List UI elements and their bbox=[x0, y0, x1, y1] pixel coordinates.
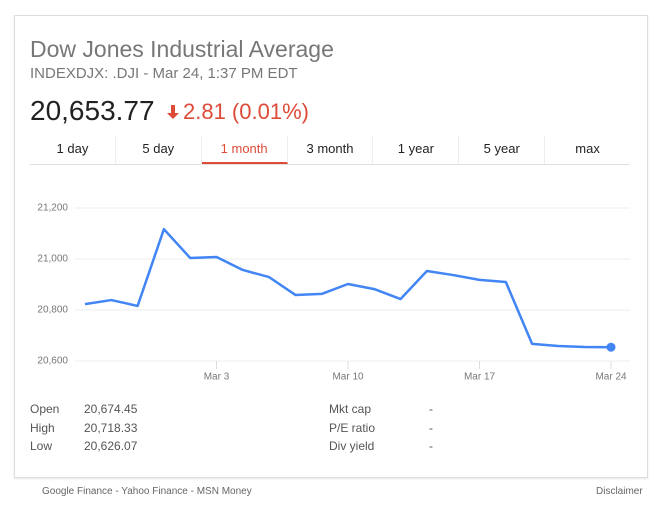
title: Dow Jones Industrial Average bbox=[30, 36, 334, 62]
x-tick-label: Mar 10 bbox=[332, 372, 364, 383]
change: 2.81 (0.01%) bbox=[183, 99, 309, 124]
range-tab[interactable]: 1 year bbox=[373, 136, 460, 164]
stat-value: 20,718.33 bbox=[84, 420, 138, 435]
chart: 20,600 20,800 21,000 21,200 Mar 3 Mar 10 Mar 1… bbox=[37, 203, 630, 383]
y-tick-label: 20,600 bbox=[37, 356, 68, 367]
y-tick-label: 21,000 bbox=[37, 254, 68, 265]
range-tab[interactable]: 5 year bbox=[459, 136, 546, 164]
stat-label: High bbox=[30, 420, 55, 435]
stat-label: Open bbox=[30, 402, 60, 416]
y-tick-label: 21,200 bbox=[37, 203, 68, 214]
price: 20,653.77 bbox=[30, 95, 155, 126]
down-arrow bbox=[167, 105, 179, 119]
x-tick-label: Mar 24 bbox=[595, 372, 627, 383]
stat-value: 20,626.07 bbox=[84, 439, 138, 453]
last-point bbox=[606, 342, 616, 352]
range-tab[interactable]: 1 month bbox=[201, 136, 288, 164]
stat-label: Div yield bbox=[329, 439, 375, 453]
range-tabs: 1 day 5 day 1 month 3 month 1 year 5 year max bbox=[30, 136, 630, 165]
range-tab[interactable]: max bbox=[575, 141, 600, 156]
subtitle: INDEXDJX: .DJI - Mar 24, 1:37 PM EDT bbox=[30, 65, 298, 82]
stat-value: - bbox=[429, 439, 433, 453]
range-tab[interactable]: 1 day bbox=[30, 136, 116, 164]
x-tick-label: Mar 17 bbox=[464, 372, 496, 383]
y-tick-label: 20,800 bbox=[37, 305, 68, 316]
stat-value: - bbox=[429, 420, 433, 435]
stat-value: 20,674.45 bbox=[84, 402, 138, 416]
stat-value: - bbox=[429, 402, 433, 416]
finance-card bbox=[14, 15, 648, 478]
range-tab[interactable]: 5 day bbox=[116, 136, 202, 164]
x-tick-label: Mar 3 bbox=[204, 372, 230, 383]
stat-label: Low bbox=[30, 439, 53, 453]
range-tab[interactable]: 3 month bbox=[288, 136, 374, 164]
sources[interactable]: Google Finance - Yahoo Finance - MSN Mon… bbox=[42, 486, 252, 497]
stat-label: P/E ratio bbox=[329, 420, 376, 435]
disclaimer[interactable]: Disclaimer bbox=[596, 486, 643, 497]
stat-label: Mkt cap bbox=[329, 402, 372, 416]
price-line bbox=[84, 227, 612, 349]
